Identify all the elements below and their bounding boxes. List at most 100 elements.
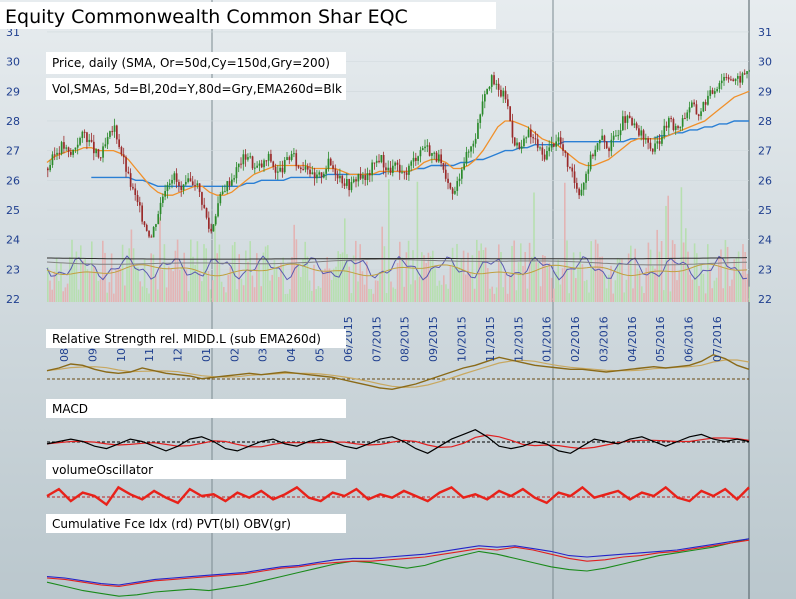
candle-body <box>401 171 403 173</box>
macd-label-box <box>46 399 346 418</box>
candle-body <box>451 188 454 194</box>
candle-body <box>589 154 592 170</box>
volume-bar <box>302 259 304 302</box>
volume-bar <box>300 276 302 302</box>
volume-bar <box>139 281 141 302</box>
volume-bar <box>713 280 716 302</box>
candle-body <box>527 129 530 138</box>
candle-body <box>730 79 732 81</box>
candle-body <box>467 151 470 153</box>
candle-body <box>734 78 737 82</box>
candle-body <box>737 76 739 79</box>
candle-body <box>251 156 254 169</box>
volume-bar <box>735 257 738 302</box>
candle-body <box>410 161 413 166</box>
candle-body <box>454 190 456 194</box>
candle-body <box>148 230 150 237</box>
volume-bar <box>630 245 632 302</box>
candle-body <box>219 194 222 204</box>
candle-body <box>228 181 231 186</box>
volume-bar <box>641 286 643 302</box>
candle-body <box>624 116 626 123</box>
x-tick-18: 02/2016 <box>569 316 582 362</box>
candle-body <box>592 154 594 157</box>
volume-bar <box>317 286 320 302</box>
candle-body <box>168 183 171 185</box>
volume-bar <box>407 240 410 302</box>
candle-body <box>488 86 491 89</box>
volume-bar <box>117 268 119 302</box>
volume-bar <box>64 287 67 302</box>
volume-bar <box>396 262 399 302</box>
candle-body <box>106 137 109 145</box>
candle-body <box>720 80 723 84</box>
volume-bar <box>597 243 599 302</box>
volume-bar <box>570 268 573 302</box>
candle-body <box>265 160 268 162</box>
volume-bar <box>306 256 309 302</box>
candle-body <box>573 171 576 183</box>
rs-label-box <box>46 329 346 348</box>
candle-body <box>221 191 224 195</box>
candle-body <box>741 73 744 83</box>
candle-body <box>619 130 622 136</box>
candle-body <box>235 167 238 179</box>
volume-bar <box>489 288 491 302</box>
volume-bar <box>115 269 117 302</box>
candle-body <box>426 145 429 147</box>
volume-bar <box>179 269 181 302</box>
volume-bar <box>143 259 146 302</box>
candle-body <box>534 138 537 140</box>
candle-body <box>691 102 693 108</box>
candle-body <box>548 147 551 152</box>
candle-body <box>53 154 56 156</box>
volume-bar <box>154 274 157 302</box>
candle-body <box>474 138 477 144</box>
candle-body <box>709 90 712 96</box>
volume-bar <box>99 279 102 302</box>
candle-body <box>716 88 718 92</box>
volume-bar <box>680 187 683 302</box>
candle-body <box>293 153 295 155</box>
rs-label: Relative Strength rel. MIDD.L (sub EMA26… <box>52 332 321 346</box>
candle-body <box>355 179 357 182</box>
volume-bar <box>264 246 267 302</box>
volume-bar <box>47 267 49 302</box>
volume-bar <box>601 256 603 302</box>
x-tick-22: 06/2016 <box>683 316 696 362</box>
y-tick-left-1: 23 <box>6 263 20 276</box>
volume-bar <box>731 279 733 302</box>
candle-body <box>465 152 468 164</box>
volume-bar <box>425 263 427 302</box>
volume-bar <box>170 268 172 302</box>
candle-body <box>596 143 599 150</box>
volume-bar <box>476 239 478 302</box>
candle-body <box>594 149 597 157</box>
candle-body <box>484 94 486 102</box>
volume-bar <box>113 293 115 302</box>
y-tick-left-5: 27 <box>6 145 20 158</box>
volume-bar <box>568 293 570 302</box>
volume-bar <box>69 257 71 302</box>
volume-bar <box>693 243 696 302</box>
candle-body <box>677 126 679 129</box>
volume-bar <box>348 266 350 302</box>
candle-body <box>654 143 656 152</box>
volume-bar <box>216 253 218 302</box>
y-tick-left-4: 26 <box>6 174 20 187</box>
candle-body <box>267 153 270 161</box>
volume-bar <box>583 281 586 302</box>
macd-line <box>46 429 750 454</box>
volume-bar <box>645 267 647 302</box>
volume-bar <box>231 245 234 302</box>
volume-bar <box>148 293 150 302</box>
candle-body <box>580 189 583 196</box>
candle-body <box>346 179 348 186</box>
candle-body <box>382 154 385 168</box>
y-tick-right-6: 28 <box>758 115 772 128</box>
volume-bar <box>267 245 269 302</box>
candle-body <box>438 154 440 162</box>
candle-body <box>72 149 74 155</box>
volume-bar <box>451 247 454 302</box>
volume-bar <box>207 271 210 302</box>
